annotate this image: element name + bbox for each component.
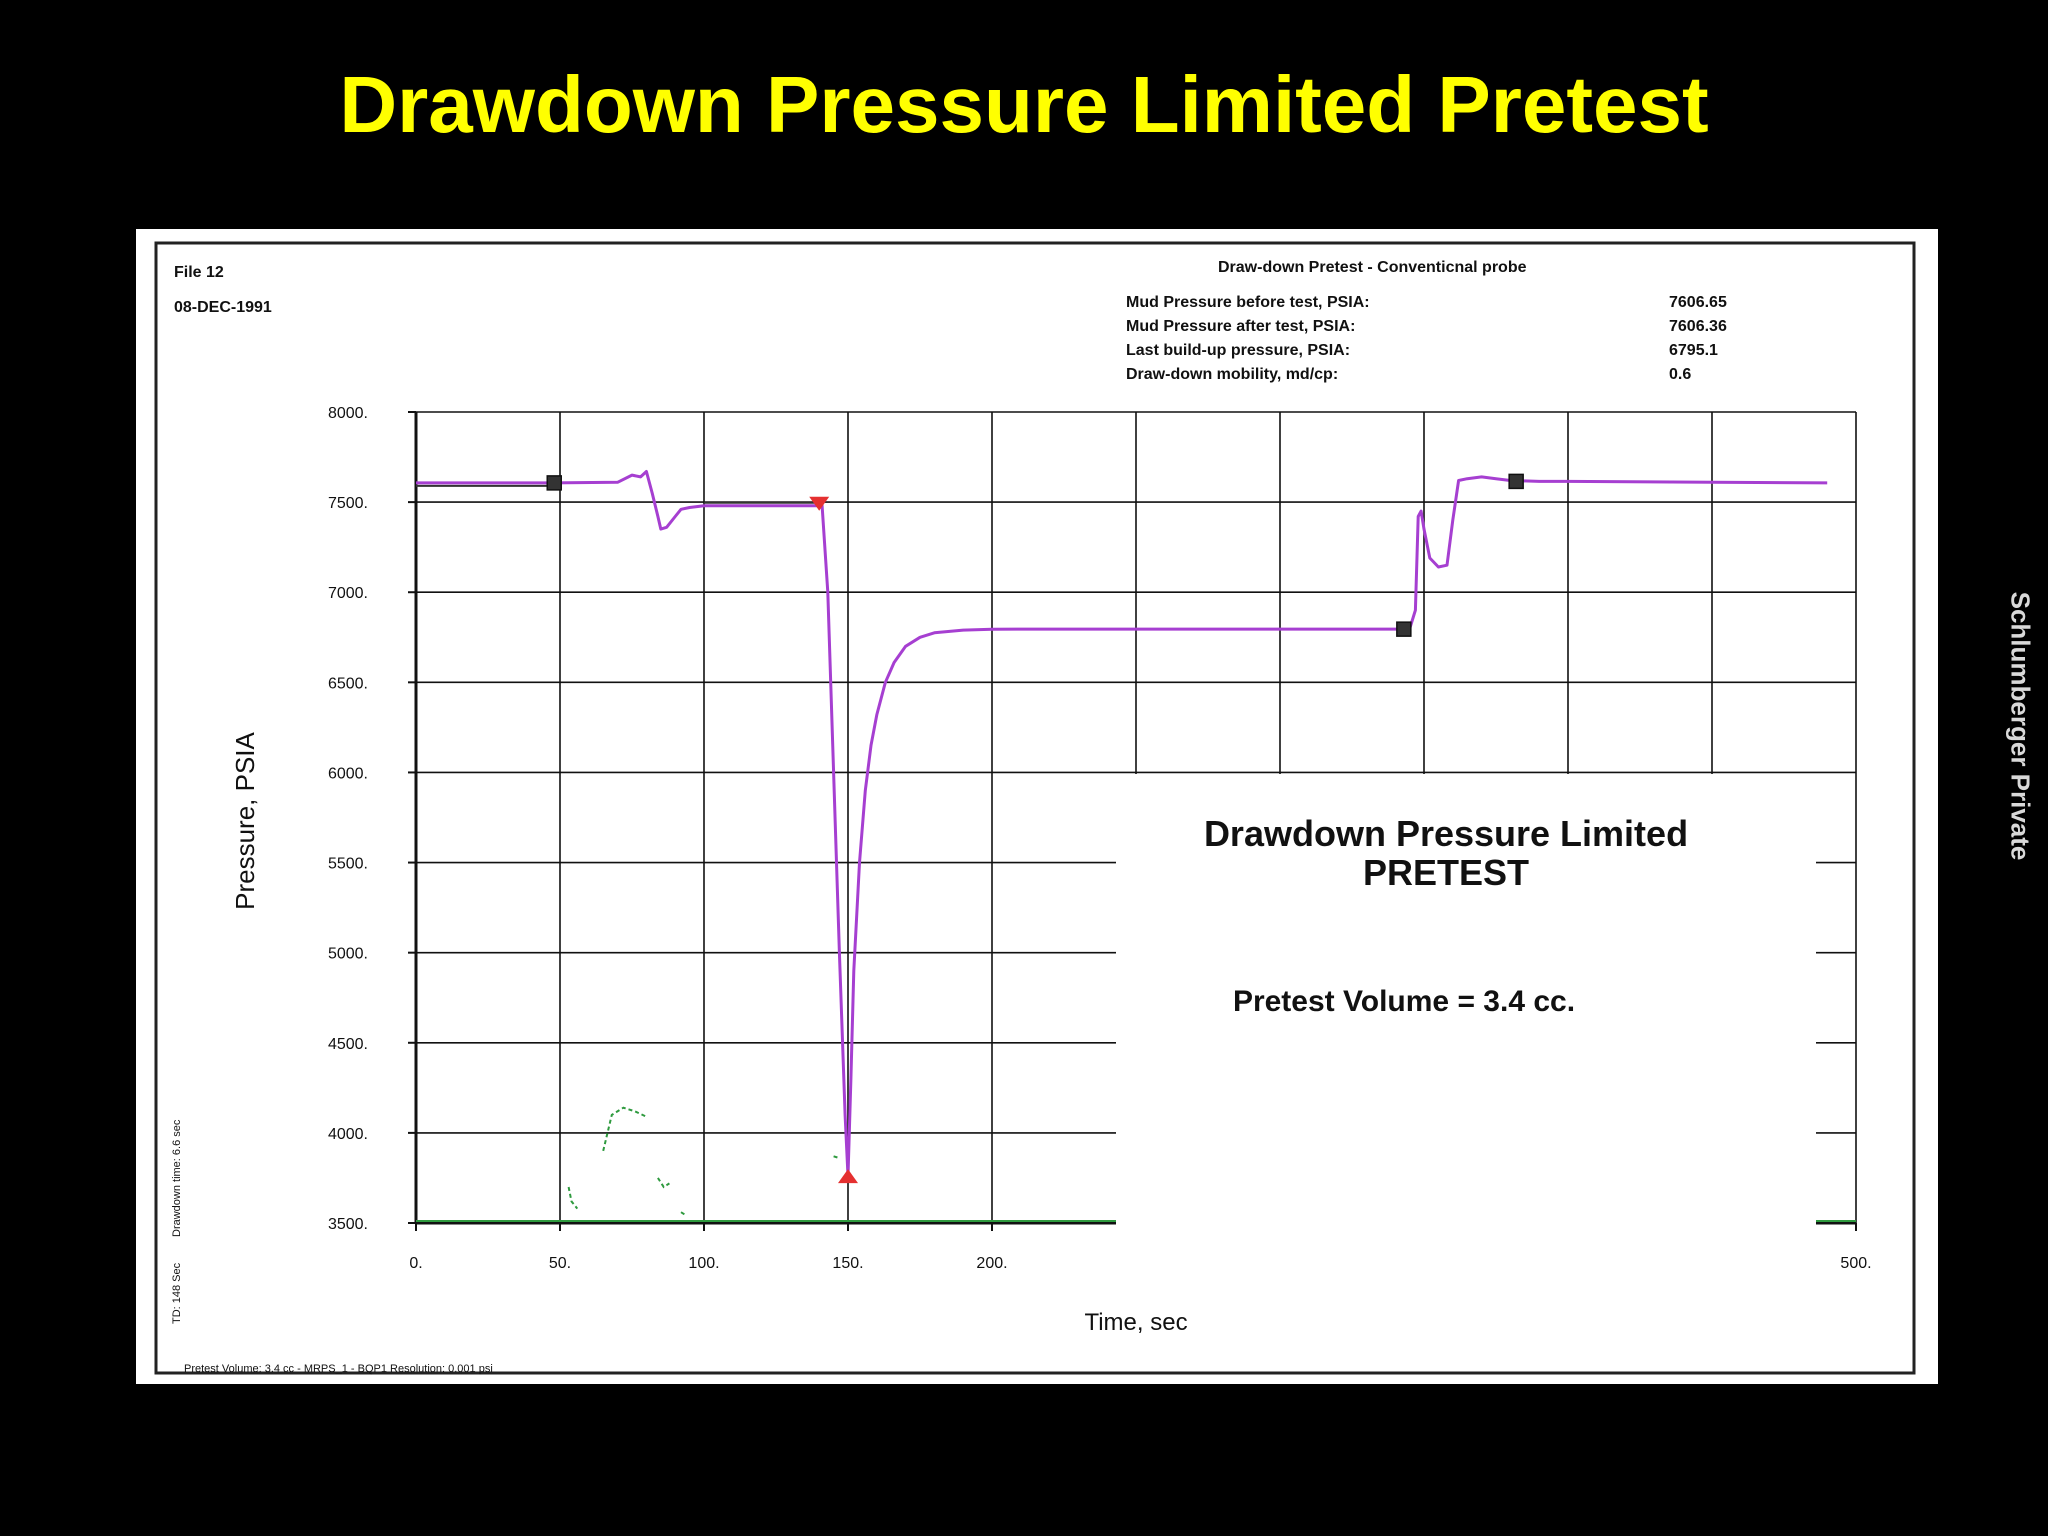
y-tick-label: 5500. <box>328 856 368 873</box>
pressure-series-line <box>416 470 1828 1178</box>
annotation-title-line2: PRETEST <box>1363 852 1529 893</box>
chart-panel: File 12 08-DEC-1991 Draw-down Pretest - … <box>136 229 1938 1384</box>
marker-layer <box>546 473 1524 1184</box>
info-label-buildup: Last build-up pressure, PSIA: <box>1126 342 1350 359</box>
chart-frame <box>154 241 1916 1375</box>
square-marker <box>1396 621 1412 637</box>
y-tick-label: 6000. <box>328 765 368 782</box>
y-tick-label: 7000. <box>328 585 368 602</box>
square-marker <box>546 475 562 491</box>
slide-title: Drawdown Pressure Limited Pretest <box>339 60 1709 149</box>
triangle-marker <box>809 496 830 511</box>
bottom-info-text: Pretest Volume: 3.4 cc - MRPS_1 - BQP1 R… <box>184 1363 493 1375</box>
y-tick-label: 3500. <box>328 1216 368 1233</box>
info-label-mobility: Draw-down mobility, md/cp: <box>1126 366 1338 383</box>
left-vertical-note-2: TD: 148 Sec <box>171 1262 183 1324</box>
rate-trace-segment <box>833 1155 840 1160</box>
x-tick-label: 500. <box>1840 1255 1871 1272</box>
x-tick-label: 150. <box>832 1255 863 1272</box>
y-tick-label: 4000. <box>328 1126 368 1143</box>
y-tick-label: 6500. <box>328 675 368 692</box>
info-value-mud-after: 7606.36 <box>1669 318 1727 335</box>
rate-trace-segment <box>657 1177 670 1189</box>
annotation-box-backdrop <box>1116 774 1816 1279</box>
x-tick-label: 0. <box>409 1255 422 1272</box>
side-watermark-label: Schlumberger Private <box>2005 591 2036 861</box>
y-tick-label: 4500. <box>328 1036 368 1053</box>
chart-svg: File 12 08-DEC-1991 Draw-down Pretest - … <box>154 241 1916 1375</box>
y-axis-label: Pressure, PSIA <box>230 731 260 909</box>
rate-trace-segment <box>680 1211 688 1217</box>
y-tick-label: 5000. <box>328 946 368 963</box>
triangle-marker <box>838 1169 858 1184</box>
date-label: 08-DEC-1991 <box>174 299 272 316</box>
file-label: File 12 <box>174 264 224 281</box>
info-value-buildup: 6795.1 <box>1669 342 1718 359</box>
rate-trace-segment <box>567 1186 579 1210</box>
x-axis-label: Time, sec <box>1084 1309 1187 1336</box>
x-tick-label: 200. <box>976 1255 1007 1272</box>
y-tick-label: 8000. <box>328 405 368 422</box>
annotation-volume: Pretest Volume = 3.4 cc. <box>1233 985 1575 1018</box>
tick-label-layer: 0.50.100.150.200.250.300.350.400.450.500… <box>328 405 1872 1272</box>
x-tick-label: 100. <box>688 1255 719 1272</box>
pressure-curve-layer <box>416 470 1828 1178</box>
y-tick-label: 7500. <box>328 495 368 512</box>
info-value-mobility: 0.6 <box>1669 366 1691 383</box>
annotation-title-line1: Drawdown Pressure Limited <box>1204 813 1688 854</box>
info-label-mud-after: Mud Pressure after test, PSIA: <box>1126 318 1355 335</box>
info-value-mud-before: 7606.65 <box>1669 294 1727 311</box>
rate-trace-segment <box>602 1106 647 1152</box>
info-label-mud-before: Mud Pressure before test, PSIA: <box>1126 294 1370 311</box>
info-title: Draw-down Pretest - Conventicnal probe <box>1218 259 1527 276</box>
square-marker <box>1508 473 1524 490</box>
x-tick-label: 50. <box>549 1255 571 1272</box>
left-vertical-note-1: Drawdown time: 6.6 sec <box>171 1119 183 1237</box>
